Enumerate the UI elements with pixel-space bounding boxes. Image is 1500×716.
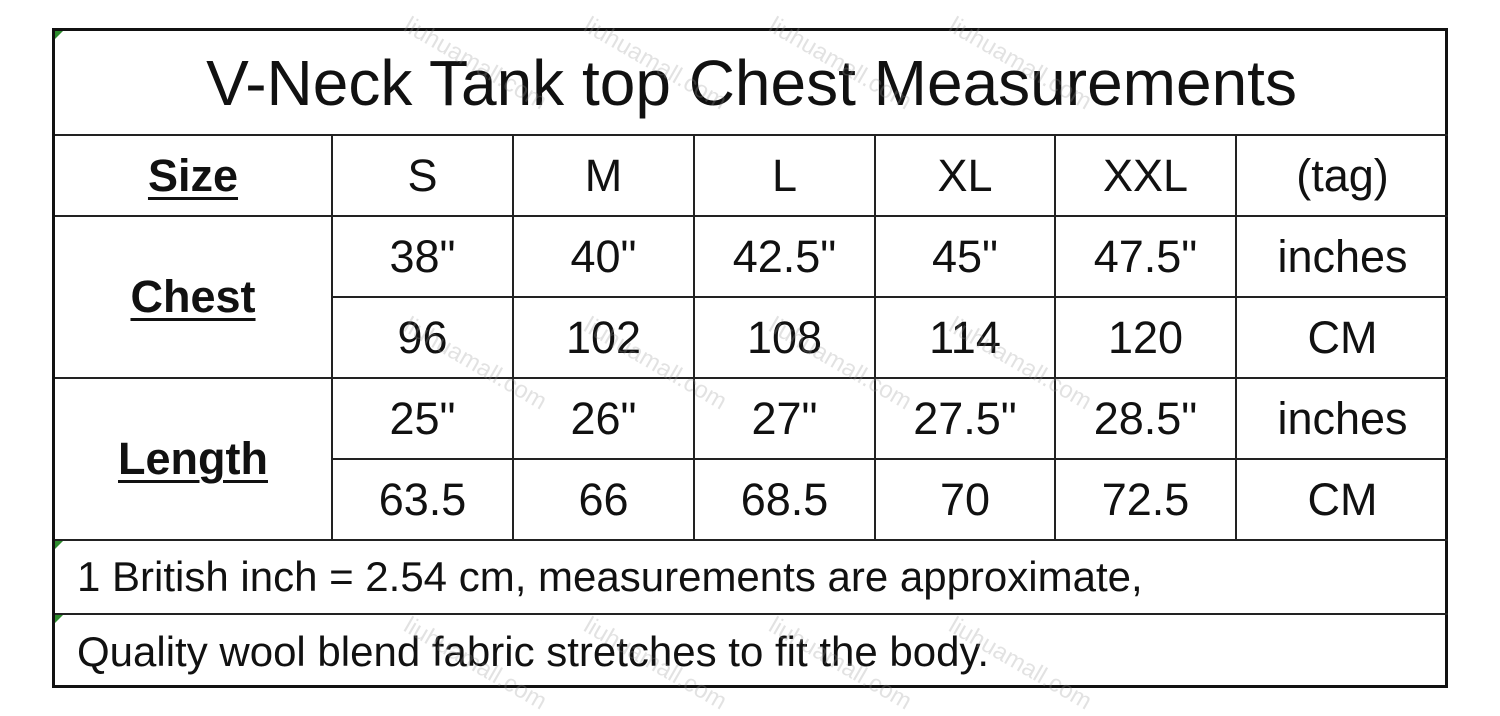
header-size-s: S xyxy=(333,136,514,217)
table-cell: 47.5" xyxy=(1056,217,1237,298)
table-cell-text: 70 xyxy=(939,473,991,525)
table-cell-text: 68.5 xyxy=(740,473,829,525)
note-1: 1 British inch = 2.54 cm, measurements a… xyxy=(55,541,1448,615)
table-cell: 114 xyxy=(876,298,1056,379)
header-unit: (tag) xyxy=(1237,136,1448,217)
table-cell-text: 66 xyxy=(578,473,629,525)
table-title: V-Neck Tank top Chest Measurements xyxy=(55,31,1448,136)
table-cell-text: 26" xyxy=(570,392,637,444)
table-cell-text: 120 xyxy=(1107,311,1184,363)
table-cell: 63.5 xyxy=(333,460,514,541)
note-1-text: 1 British inch = 2.54 cm, measurements a… xyxy=(77,553,1143,600)
header-size-l-text: L xyxy=(771,149,798,201)
table-cell: 42.5" xyxy=(695,217,876,298)
table-cell-text: 38" xyxy=(389,230,456,282)
unit-cell-text: inches xyxy=(1277,392,1408,444)
table-cell-text: 27.5" xyxy=(913,392,1017,444)
table-cell: 102 xyxy=(514,298,695,379)
table-cell-text: 96 xyxy=(397,311,448,363)
corner-mark xyxy=(55,541,63,549)
table-cell: 27.5" xyxy=(876,379,1056,460)
unit-cell: inches xyxy=(1237,379,1448,460)
table-cell: 26" xyxy=(514,379,695,460)
table-cell-text: 42.5" xyxy=(732,230,837,282)
header-size-m-text: M xyxy=(584,149,623,201)
table-cell: 120 xyxy=(1056,298,1237,379)
header-size-s-text: S xyxy=(407,149,438,201)
table-cell-text: 102 xyxy=(565,311,642,363)
table-cell: 25" xyxy=(333,379,514,460)
note-2-text: Quality wool blend fabric stretches to f… xyxy=(77,627,990,675)
table-cell: 70 xyxy=(876,460,1056,541)
table-cell: 27" xyxy=(695,379,876,460)
header-size-label: Size xyxy=(55,136,333,217)
table-cell: 72.5 xyxy=(1056,460,1237,541)
table-cell-text: 40" xyxy=(570,230,637,282)
table-cell: 45" xyxy=(876,217,1056,298)
table-cell: 66 xyxy=(514,460,695,541)
header-size-m: M xyxy=(514,136,695,217)
header-size-xl-text: XL xyxy=(937,149,993,201)
corner-mark xyxy=(55,31,63,39)
header-size-l: L xyxy=(695,136,876,217)
row-group-chest-text: Chest xyxy=(130,271,256,322)
table-cell-text: 63.5 xyxy=(378,473,467,525)
table-cell: 68.5 xyxy=(695,460,876,541)
header-size-label-text: Size xyxy=(147,149,239,201)
header-size-xxl-text: XXL xyxy=(1102,149,1189,201)
corner-mark xyxy=(55,615,63,623)
table-cell-text: 25" xyxy=(389,392,456,444)
table-title-text: V-Neck Tank top Chest Measurements xyxy=(206,46,1297,119)
header-unit-text: (tag) xyxy=(1296,149,1389,201)
table-cell: 40" xyxy=(514,217,695,298)
table-cell: 28.5" xyxy=(1056,379,1237,460)
table-cell-text: 47.5" xyxy=(1093,230,1198,282)
table-cell-text: 114 xyxy=(929,311,1001,363)
table-cell: 96 xyxy=(333,298,514,379)
header-size-xxl: XXL xyxy=(1056,136,1237,217)
table-cell: 38" xyxy=(333,217,514,298)
unit-cell: CM xyxy=(1237,460,1448,541)
size-chart-table: V-Neck Tank top Chest Measurements Size S M… xyxy=(52,28,1448,688)
table-cell-text: 108 xyxy=(746,311,823,363)
unit-cell: CM xyxy=(1237,298,1448,379)
note-2: Quality wool blend fabric stretches to f… xyxy=(55,615,1448,688)
unit-cell-text: CM xyxy=(1307,473,1378,525)
table-cell: 108 xyxy=(695,298,876,379)
row-group-length-text: Length xyxy=(118,433,268,484)
unit-cell-text: inches xyxy=(1277,230,1408,282)
unit-cell: inches xyxy=(1237,217,1448,298)
table-cell-text: 28.5" xyxy=(1093,392,1198,444)
table-cell-text: 27" xyxy=(751,392,818,444)
row-group-length: Length xyxy=(55,379,333,541)
unit-cell-text: CM xyxy=(1307,311,1378,363)
header-size-xl: XL xyxy=(876,136,1056,217)
table-cell-text: 72.5 xyxy=(1101,473,1190,525)
table-cell-text: 45" xyxy=(931,230,999,282)
row-group-chest: Chest xyxy=(55,217,333,379)
